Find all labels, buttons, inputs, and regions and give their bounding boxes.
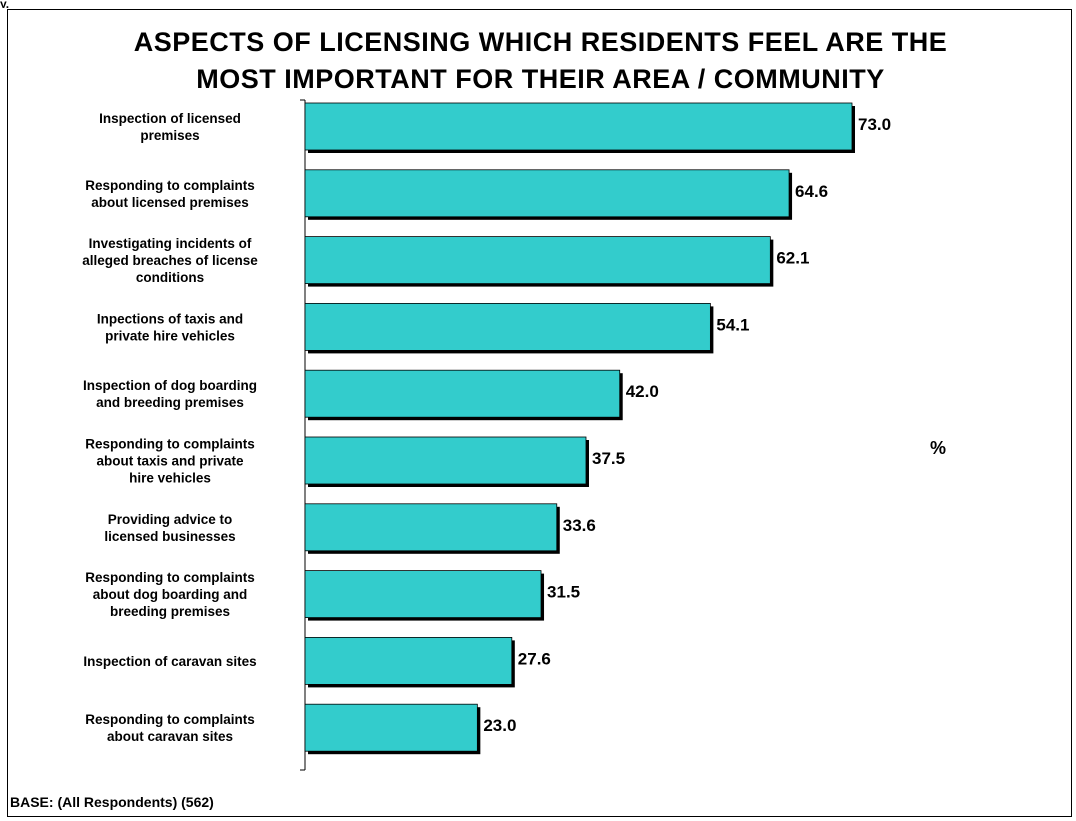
category-label: Responding to complaints about licensed p… [85,178,255,210]
category-label: Inpections of taxis and private hire vehi… [97,311,243,343]
chart-title-line-1: ASPECTS OF LICENSING WHICH RESIDENTS FEE… [133,27,948,57]
clipped-text-top: y. [0,0,10,8]
category-label: Responding to complaints about caravan si… [85,712,255,744]
bar [304,570,542,618]
value-label: 33.6 [563,516,596,535]
category-label: Investigating incidents of alleged breach… [82,236,258,285]
value-label: 62.1 [776,249,809,268]
value-label: 37.5 [592,449,625,468]
bar [304,169,790,218]
base-note: BASE: (All Respondents) (562) [10,794,214,810]
value-label: 42.0 [626,382,659,401]
category-label: Responding to complaints about taxis and … [85,437,255,486]
category-label: Providing advice to licensed businesses [104,512,235,544]
category-label: Responding to complaints about dog boardi… [85,570,255,619]
chart-title-line-2: MOST IMPORTANT FOR THEIR AREA / COMMUNIT… [196,64,885,94]
value-label: 31.5 [547,583,580,602]
bar [304,369,621,418]
bar [304,703,478,752]
category-label: Inspection of caravan sites [83,654,256,669]
bar [304,102,853,151]
value-label: 54.1 [716,315,749,334]
unit-label: % [930,438,947,458]
value-label: 27.6 [518,649,551,668]
category-label: Inspection of licensed premises [99,111,241,143]
value-label: 73.0 [858,115,891,134]
bar [304,436,587,485]
bar [304,637,513,685]
value-label: 23.0 [483,716,516,735]
category-label: Inspection of dog boarding and breeding p… [83,378,257,410]
bar [304,302,711,351]
bar [304,503,558,552]
value-label: 64.6 [795,182,828,201]
chart-title: ASPECTS OF LICENSING WHICH RESIDENTS FEE… [8,24,1073,98]
bar [304,236,771,285]
